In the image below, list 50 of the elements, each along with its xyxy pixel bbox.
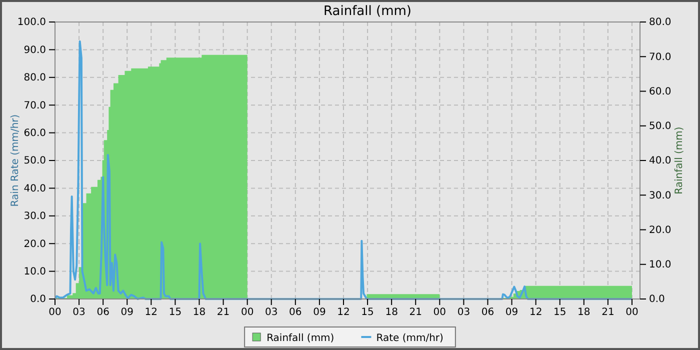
x-tick-label: 18 — [385, 307, 398, 318]
x-tick-label: 00 — [433, 307, 446, 318]
chart-title: Rainfall (mm) — [324, 4, 412, 19]
x-tick-label: 00 — [240, 307, 254, 318]
x-tick-label: 21 — [602, 307, 614, 318]
y2-tick-label: 10.0 — [649, 260, 672, 271]
y-tick-label: 50.0 — [24, 156, 46, 167]
x-tick-label: 15 — [553, 307, 566, 318]
x-tick-label: 00 — [48, 307, 62, 318]
x-tick-label: 15 — [361, 307, 374, 318]
x-tick-label: 03 — [265, 307, 278, 318]
y-tick-label: 40.0 — [24, 183, 46, 194]
y2-tick-label: 50.0 — [649, 121, 672, 132]
x-tick-label: 03 — [72, 307, 86, 318]
x-tick-label: 09 — [505, 307, 518, 318]
y2-tick-label: 40.0 — [649, 156, 672, 167]
y-tick-label: 30.0 — [24, 211, 46, 222]
y-tick-label: 20.0 — [24, 238, 46, 250]
y-tick-label: 10.0 — [24, 266, 46, 278]
y2-tick-label: 0.0 — [649, 294, 665, 306]
x-tick-label: 12 — [144, 307, 158, 318]
y2-tick-label: 30.0 — [649, 190, 672, 202]
x-tick-label: 12 — [529, 307, 542, 318]
y2-tick-label: 70.0 — [649, 52, 672, 63]
x-tick-label: 03 — [457, 307, 470, 318]
x-tick-label: 18 — [192, 307, 206, 318]
x-tick-label: 15 — [168, 307, 182, 318]
y-tick-label: 80.0 — [24, 72, 46, 84]
x-tick-label: 06 — [481, 307, 494, 318]
y-tick-label: 0.0 — [30, 294, 46, 306]
y-axis-title: Rain Rate (mm/hr) — [10, 114, 21, 207]
x-tick-label: 18 — [578, 307, 590, 318]
x-tick-label: 21 — [216, 307, 230, 318]
x-tick-label: 06 — [96, 307, 110, 318]
x-tick-label: 09 — [120, 307, 134, 318]
y2-tick-label: 60.0 — [649, 86, 672, 98]
x-tick-label: 00 — [626, 307, 638, 318]
y2-tick-label: 80.0 — [649, 17, 672, 28]
y-tick-label: 70.0 — [24, 100, 46, 112]
x-tick-label: 12 — [337, 307, 350, 318]
y-tick-label: 100.0 — [17, 17, 46, 28]
x-tick-label: 21 — [409, 307, 422, 318]
y2-tick-label: 20.0 — [649, 224, 672, 236]
y-tick-label: 60.0 — [24, 128, 46, 139]
x-tick-label: 09 — [313, 307, 326, 318]
legend-label: Rate (mm/hr) — [376, 333, 444, 344]
x-tick-label: 06 — [289, 307, 302, 318]
legend-label: Rainfall (mm) — [266, 333, 334, 344]
y2-axis-title: Rainfall (mm) — [674, 126, 685, 194]
y-tick-label: 90.0 — [24, 44, 46, 56]
